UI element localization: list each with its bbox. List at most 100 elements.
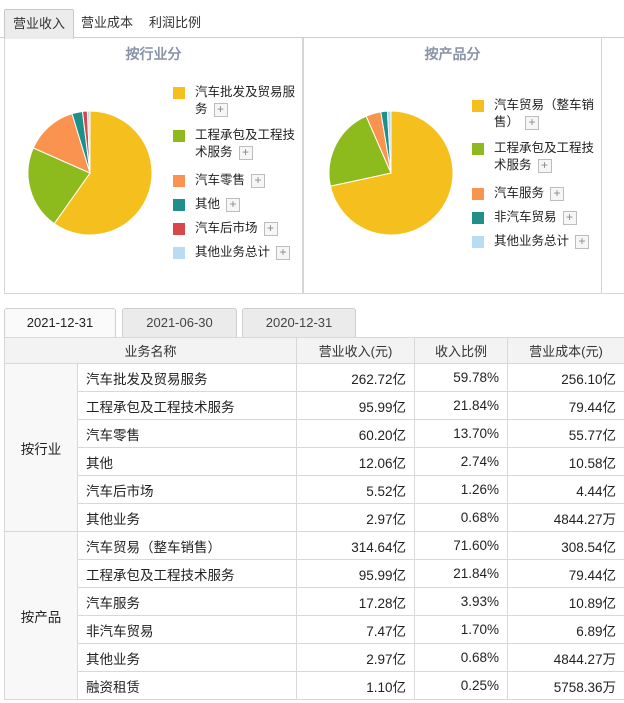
- expand-plus-icon[interactable]: +: [276, 245, 291, 260]
- legend-item[interactable]: 非汽车贸易 +: [472, 209, 604, 226]
- tab-cost[interactable]: 营业成本: [81, 15, 134, 30]
- revenue-cell: 1.10亿: [296, 671, 416, 700]
- revenue-cell: 262.72亿: [296, 363, 416, 392]
- tab-revenue[interactable]: 营业收入: [4, 9, 75, 39]
- business-name-cell: 融资租赁: [76, 671, 298, 700]
- panel-spacer: [602, 38, 624, 294]
- expand-plus-icon[interactable]: +: [251, 173, 266, 188]
- legend-label: 非汽车贸易: [494, 210, 557, 224]
- legend-swatch: [173, 223, 185, 235]
- legend-item[interactable]: 汽车贸易（整车销售） +: [472, 97, 604, 131]
- revenue-cell: 95.99亿: [296, 391, 416, 420]
- expand-plus-icon[interactable]: +: [537, 158, 552, 173]
- tab-date-2021-12-31[interactable]: 2021-12-31: [4, 308, 116, 337]
- ratio-cell: 59.78%: [414, 363, 509, 392]
- legend-item[interactable]: 其他 +: [173, 196, 305, 213]
- expand-plus-icon[interactable]: +: [575, 234, 590, 249]
- product-pie-chart: [328, 110, 454, 236]
- ratio-cell: 2.74%: [414, 447, 509, 476]
- cost-cell: 10.89亿: [507, 587, 624, 616]
- expand-plus-icon[interactable]: +: [550, 186, 565, 201]
- cost-cell: 4.44亿: [507, 475, 624, 504]
- ratio-cell: 21.84%: [414, 391, 509, 420]
- tab-profit-ratio[interactable]: 利润比例: [149, 15, 202, 30]
- legend-label: 汽车批发及贸易服务: [195, 85, 296, 116]
- legend-item[interactable]: 汽车零售 +: [173, 172, 305, 189]
- business-name-cell: 其他业务: [76, 643, 298, 672]
- revenue-cell: 314.64亿: [296, 531, 416, 560]
- legend-swatch: [472, 143, 484, 155]
- table-row: 其他 12.06亿 2.74% 10.58亿: [5, 447, 624, 476]
- table-row: 工程承包及工程技术服务 95.99亿 21.84% 79.44亿: [5, 559, 624, 588]
- table-row: 汽车后市场 5.52亿 1.26% 4.44亿: [5, 475, 624, 504]
- table-row: 其他业务 2.97亿 0.68% 4844.27万: [5, 503, 624, 532]
- table-header-row: 业务名称 营业收入(元) 收入比例 营业成本(元): [3, 337, 624, 364]
- industry-legend: 汽车批发及贸易服务 + 工程承包及工程技术服务 + 汽车零售 + 其他 + 汽车后市场 + 其他业务…: [173, 84, 303, 294]
- legend-label: 汽车后市场: [195, 221, 258, 235]
- pie-slice[interactable]: [329, 110, 454, 236]
- legend-item-text: 工程承包及工程技术服务 +: [173, 127, 305, 161]
- table-row: 按产品 汽车贸易（整车销售） 314.64亿 71.60% 308.54亿: [4, 531, 624, 700]
- product-legend: 汽车贸易（整车销售） + 工程承包及工程技术服务 + 汽车服务 + 非汽车贸易 + 其他业务总计…: [472, 97, 602, 294]
- table-row: 非汽车贸易 7.47亿 1.70% 6.89亿: [5, 615, 624, 644]
- table-row: 其他业务 2.97亿 0.68% 4844.27万: [5, 643, 624, 672]
- revenue-cell: 2.97亿: [296, 503, 416, 532]
- legend-label: 汽车服务: [494, 186, 545, 200]
- revenue-cell: 17.28亿: [296, 587, 416, 616]
- expand-plus-icon[interactable]: +: [238, 145, 253, 160]
- cost-cell: 79.44亿: [507, 559, 624, 588]
- expand-plus-icon[interactable]: +: [263, 221, 278, 236]
- revenue-cell: 7.47亿: [296, 615, 416, 644]
- pie-slice[interactable]: [27, 147, 91, 225]
- ratio-cell: 71.60%: [414, 531, 509, 560]
- expand-plus-icon[interactable]: +: [562, 210, 577, 225]
- pie-slice[interactable]: [53, 110, 153, 236]
- table-row: 汽车零售 60.20亿 13.70% 55.77亿: [5, 419, 624, 448]
- legend-item[interactable]: 汽车服务 +: [472, 185, 604, 202]
- legend-label: 其他: [195, 197, 221, 211]
- legend-label: 其他业务总计: [494, 234, 570, 248]
- col-revenue: 营业收入(元): [296, 337, 416, 364]
- ratio-cell: 1.26%: [414, 475, 509, 504]
- legend-label: 工程承包及工程技术服务: [494, 141, 595, 172]
- ratio-cell: 0.68%: [414, 643, 509, 672]
- expand-plus-icon[interactable]: +: [213, 102, 228, 117]
- legend-swatch: [472, 100, 484, 112]
- cost-cell: 4844.27万: [507, 643, 624, 672]
- legend-item-text: 汽车服务 +: [472, 185, 604, 202]
- legend-swatch: [472, 236, 484, 248]
- business-name-cell: 汽车后市场: [76, 475, 298, 504]
- pie-slice[interactable]: [328, 115, 392, 187]
- legend-item[interactable]: 工程承包及工程技术服务 +: [472, 140, 604, 174]
- table-row: 工程承包及工程技术服务 95.99亿 21.84% 79.44亿: [5, 391, 624, 420]
- legend-item[interactable]: 汽车批发及贸易服务 +: [173, 84, 305, 118]
- cost-cell: 5758.36万: [507, 671, 624, 700]
- tab-date-2021-06-30[interactable]: 2021-06-30: [122, 308, 237, 337]
- product-chart-panel: 按产品分 汽车贸易（整车销售） + 工程承包及工程技术服务 + 汽车服务 + 非汽车贸易 + 其…: [303, 38, 602, 294]
- business-name-cell: 其他: [76, 447, 298, 476]
- revenue-cell: 12.06亿: [296, 447, 416, 476]
- legend-item-text: 汽车贸易（整车销售） +: [472, 97, 604, 131]
- ratio-cell: 13.70%: [414, 419, 509, 448]
- cost-cell: 6.89亿: [507, 615, 624, 644]
- legend-label: 工程承包及工程技术服务: [195, 128, 296, 159]
- legend-label: 其他业务总计: [195, 245, 271, 259]
- pie-slice[interactable]: [86, 110, 91, 174]
- legend-item[interactable]: 汽车后市场 +: [173, 220, 305, 237]
- col-business-name: 业务名称: [3, 337, 298, 364]
- legend-swatch: [472, 212, 484, 224]
- ratio-cell: 1.70%: [414, 615, 509, 644]
- legend-label: 汽车零售: [195, 173, 246, 187]
- industry-chart-panel: 按行业分 汽车批发及贸易服务 + 工程承包及工程技术服务 + 汽车零售 + 其他 + 汽车后市场…: [4, 38, 303, 294]
- ratio-cell: 21.84%: [414, 559, 509, 588]
- business-name-cell: 汽车贸易（整车销售）: [76, 531, 298, 560]
- legend-item[interactable]: 其他业务总计 +: [173, 244, 305, 261]
- pie-slice[interactable]: [32, 113, 91, 174]
- expand-plus-icon[interactable]: +: [525, 115, 540, 130]
- legend-item[interactable]: 工程承包及工程技术服务 +: [173, 127, 305, 161]
- legend-item[interactable]: 其他业务总计 +: [472, 233, 604, 250]
- revenue-breakdown-table: 业务名称 营业收入(元) 收入比例 营业成本(元) 按行业 汽车批发及贸易服务 26…: [3, 337, 624, 700]
- pie-slice[interactable]: [386, 110, 392, 174]
- expand-plus-icon[interactable]: +: [226, 197, 241, 212]
- tab-date-2020-12-31[interactable]: 2020-12-31: [242, 308, 356, 337]
